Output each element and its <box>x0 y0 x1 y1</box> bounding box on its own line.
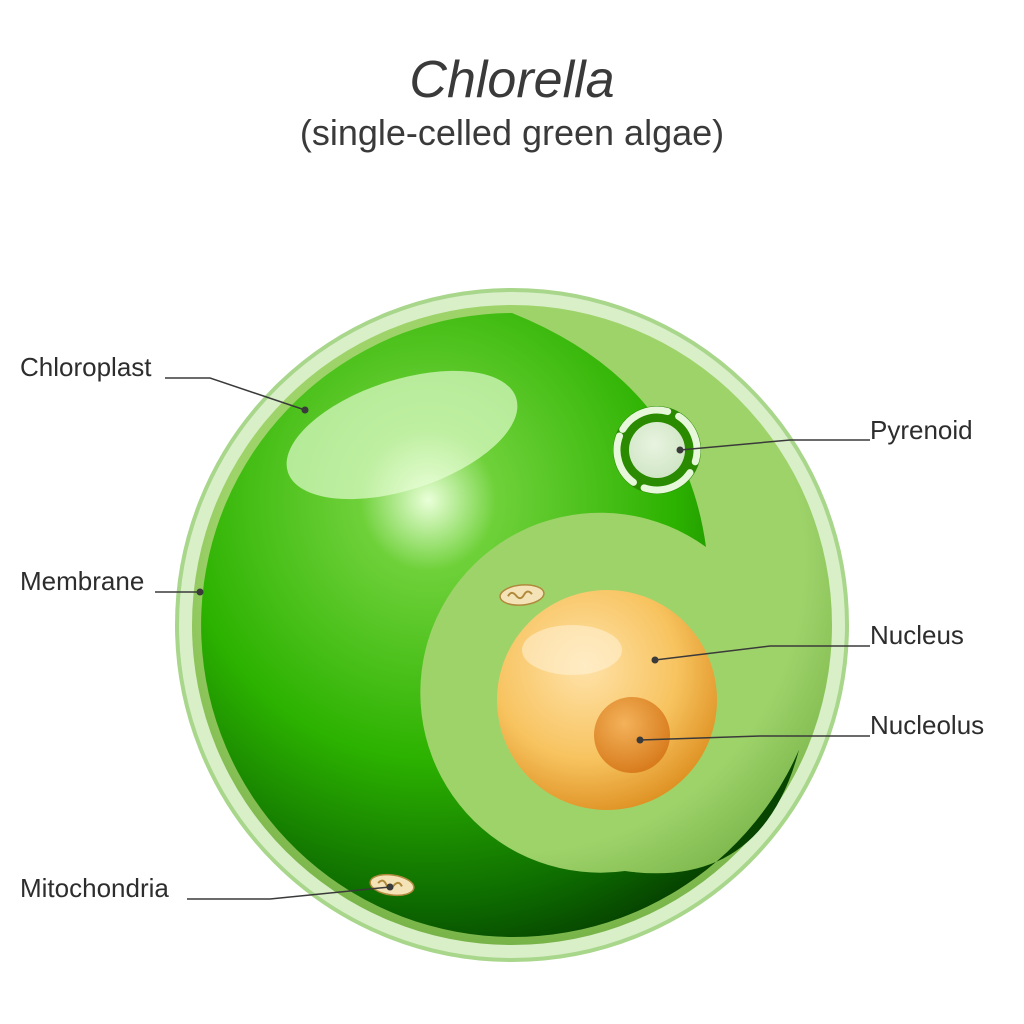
label-nucleolus: Nucleolus <box>870 710 984 741</box>
label-pyrenoid: Pyrenoid <box>870 415 973 446</box>
nucleolus <box>594 697 670 773</box>
nucleus-highlight <box>522 625 622 675</box>
label-mitochondria: Mitochondria <box>20 873 169 904</box>
cell-diagram <box>0 0 1024 1024</box>
nucleus <box>497 590 717 810</box>
label-nucleus: Nucleus <box>870 620 964 651</box>
label-membrane: Membrane <box>20 566 144 597</box>
label-chloroplast: Chloroplast <box>20 352 152 383</box>
